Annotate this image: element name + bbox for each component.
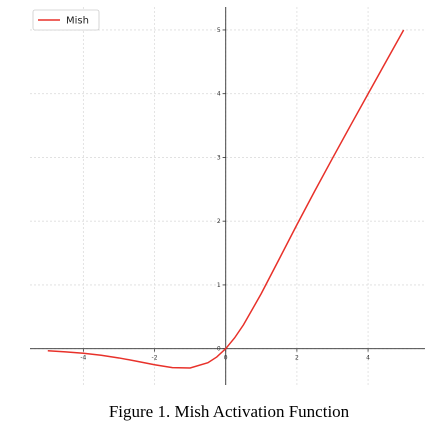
y-tick-label: 2: [217, 218, 221, 225]
y-tick-label: 3: [217, 154, 221, 161]
legend-box: [32, 9, 100, 31]
x-tick-label: 4: [366, 355, 370, 362]
y-tick-label: 4: [217, 91, 221, 98]
y-tick-label: 1: [217, 282, 221, 289]
y-tick-label: 0: [217, 346, 221, 353]
caption: Figure 1. Mish Activation Function: [109, 402, 350, 421]
y-tick-label: 5: [217, 27, 221, 34]
legend-label: Mish: [66, 16, 89, 27]
x-tick-label: 2: [295, 355, 299, 362]
x-tick-label: -2: [152, 355, 158, 362]
x-tick-label: -4: [80, 355, 86, 362]
line: [47, 29, 405, 369]
